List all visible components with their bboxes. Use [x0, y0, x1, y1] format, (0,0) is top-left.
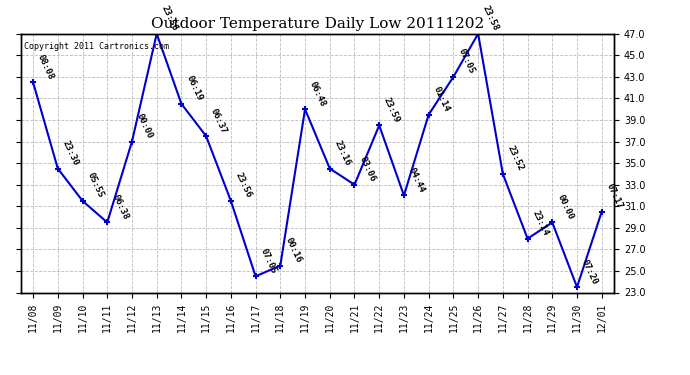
Text: 06:38: 06:38 [110, 193, 130, 221]
Text: 23:56: 23:56 [159, 4, 179, 33]
Text: 04:44: 04:44 [407, 166, 426, 194]
Text: 07:17: 07:17 [604, 182, 624, 210]
Text: 06:37: 06:37 [209, 107, 228, 135]
Text: 23:52: 23:52 [506, 144, 525, 172]
Text: 01:14: 01:14 [432, 85, 451, 113]
Text: 00:00: 00:00 [555, 193, 575, 221]
Text: 08:08: 08:08 [36, 53, 55, 81]
Text: Copyright 2011 Cartronics.com: Copyright 2011 Cartronics.com [23, 42, 168, 51]
Text: 23:56: 23:56 [234, 171, 253, 200]
Text: 00:16: 00:16 [284, 236, 303, 264]
Text: 06:19: 06:19 [184, 74, 204, 103]
Text: 00:00: 00:00 [135, 112, 155, 140]
Text: 03:06: 03:06 [357, 155, 377, 183]
Title: Outdoor Temperature Daily Low 20111202: Outdoor Temperature Daily Low 20111202 [151, 17, 484, 31]
Text: 23:14: 23:14 [531, 209, 550, 237]
Text: 07:20: 07:20 [580, 258, 600, 286]
Text: 23:59: 23:59 [382, 96, 402, 124]
Text: 05:55: 05:55 [86, 171, 105, 200]
Text: 06:48: 06:48 [308, 80, 328, 108]
Text: 23:30: 23:30 [61, 139, 80, 167]
Text: 07:05: 07:05 [259, 247, 278, 275]
Text: 23:16: 23:16 [333, 139, 352, 167]
Text: 07:05: 07:05 [456, 48, 476, 76]
Text: 23:58: 23:58 [481, 4, 500, 33]
